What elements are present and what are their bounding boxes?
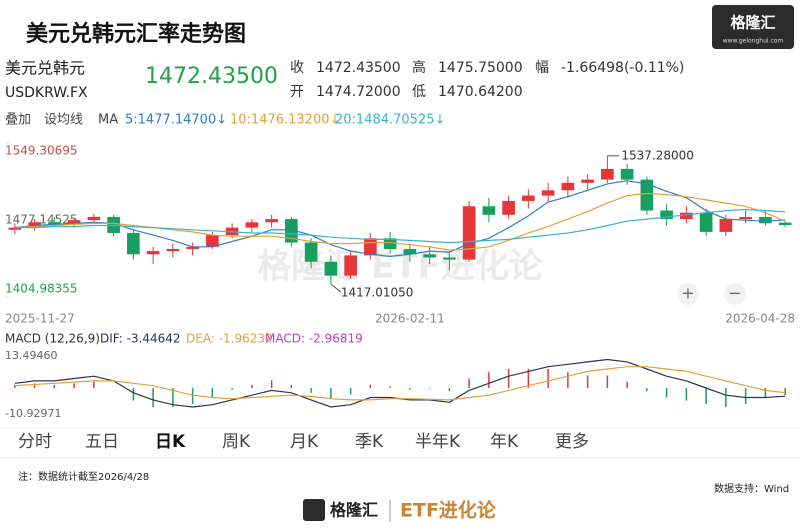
macd-line [14, 366, 786, 401]
ma-legend: 5:1477.14700↓ [125, 113, 227, 128]
candle-body [699, 212, 713, 232]
quote-price: 1472.43500 [145, 64, 278, 89]
candle-body [206, 235, 219, 247]
zoom-button[interactable] [724, 283, 746, 305]
ma-legend: 20:1484.70525↓ [335, 113, 445, 128]
tab[interactable]: 日K [155, 432, 186, 452]
candle-body [87, 216, 101, 221]
macd-title: MACD (12,26,9) [5, 332, 100, 346]
candle-body [364, 238, 377, 256]
ma-legend: 10:1476.13200↓ [230, 113, 340, 128]
zoom-label[interactable]: − [728, 284, 741, 303]
zoom-button[interactable] [677, 283, 699, 305]
candle-body [680, 212, 693, 220]
candle-body [443, 257, 456, 260]
macd-legend: MACD: -2.96819 [265, 332, 363, 346]
zoom-label[interactable]: + [681, 284, 694, 303]
quote-value: 1472.43500 [316, 60, 401, 76]
page-title: 美元兑韩元汇率走势图 [26, 21, 246, 47]
candle-body [127, 232, 140, 255]
candle-body [146, 251, 160, 255]
quote-symbol: USDKRW.FX [5, 85, 88, 101]
y-tick-label: 1404.98355 [5, 282, 78, 296]
candle-body [186, 246, 199, 249]
tab[interactable]: 月K [290, 432, 319, 452]
footer-logo: 格隆汇 [330, 501, 378, 520]
quote-label: 收 [290, 60, 304, 76]
y-tick-label: 13.49460 [5, 349, 58, 362]
footer-brand: ETF进化论 [400, 499, 497, 522]
macd-legend: DEA: -1.96232 [186, 332, 273, 346]
quote-label: 低 [412, 84, 426, 100]
candle-body [601, 168, 614, 180]
x-tick-label: 2025-11-27 [5, 312, 75, 326]
candle-body [759, 216, 772, 224]
candle-body [344, 255, 357, 276]
quote-name: 美元兑韩元 [5, 59, 85, 78]
toolbar-button[interactable]: 叠加 [5, 113, 31, 128]
candle-body [778, 222, 792, 226]
quote-value: 1474.72000 [316, 84, 401, 100]
tab[interactable]: 五日 [85, 432, 119, 452]
candle-body [640, 179, 654, 211]
footnote: 注：数据统计截至2026/4/28 [18, 470, 149, 483]
candle-body [423, 254, 436, 258]
candle-body [739, 216, 752, 220]
ma-line [14, 180, 786, 258]
candle-body [620, 168, 634, 180]
toolbar-label: MA [98, 113, 118, 128]
tab[interactable]: 半年K [415, 432, 461, 452]
candle-body [660, 210, 673, 220]
y-tick-label: -10.92971 [5, 407, 61, 420]
macd-legend: DIF: -3.44642 [100, 332, 181, 346]
candle-body [581, 179, 594, 183]
footer-logo-icon [303, 499, 325, 521]
ma-line [14, 208, 786, 244]
quote-label: 幅 [535, 60, 549, 76]
quote-label: 开 [290, 84, 304, 100]
candle-body [719, 219, 733, 232]
quote-value: 1475.75000 [438, 60, 523, 76]
annotation-line [330, 283, 342, 293]
candle-body [462, 206, 476, 260]
x-tick-label: 2026-04-28 [725, 312, 795, 326]
candle-body [383, 238, 397, 249]
candle-body [245, 222, 259, 228]
quote-value: -1.66498(-0.11%) [561, 60, 684, 76]
logo-url: www.gelonghui.com [723, 38, 784, 45]
candle-body [304, 242, 318, 262]
candle-body [403, 248, 417, 255]
candle-body [285, 219, 298, 243]
candle-body [265, 219, 278, 223]
tab[interactable]: 更多 [555, 432, 589, 452]
tab[interactable]: 年K [490, 432, 519, 452]
candle-body [522, 195, 535, 201]
tab[interactable]: 分时 [18, 432, 52, 452]
candle-body [561, 182, 575, 191]
min-annotation: 1417.01050 [341, 286, 414, 300]
candle-body [324, 261, 338, 276]
logo: 格隆汇 [730, 14, 775, 32]
max-annotation: 1537.28000 [621, 148, 694, 162]
quote-label: 高 [412, 59, 426, 76]
tab[interactable]: 周K [222, 432, 251, 452]
y-tick-label: 1549.30695 [5, 144, 78, 158]
candle-body [541, 190, 555, 196]
quote-value: 1470.64200 [438, 84, 523, 100]
logo-box [712, 5, 794, 49]
x-tick-label: 2026-02-11 [375, 312, 445, 326]
candle-body [67, 220, 81, 225]
tab[interactable]: 季K [355, 432, 384, 452]
candle-body [166, 248, 180, 252]
candle-body [502, 200, 515, 215]
toolbar-button[interactable]: 设均线 [44, 113, 83, 128]
source: 数据支持：Wind [714, 482, 789, 495]
candle-body [8, 227, 22, 230]
candle-body [482, 206, 496, 215]
watermark: 格隆汇 ETF进化论 [257, 247, 543, 287]
candle-body [48, 222, 61, 225]
